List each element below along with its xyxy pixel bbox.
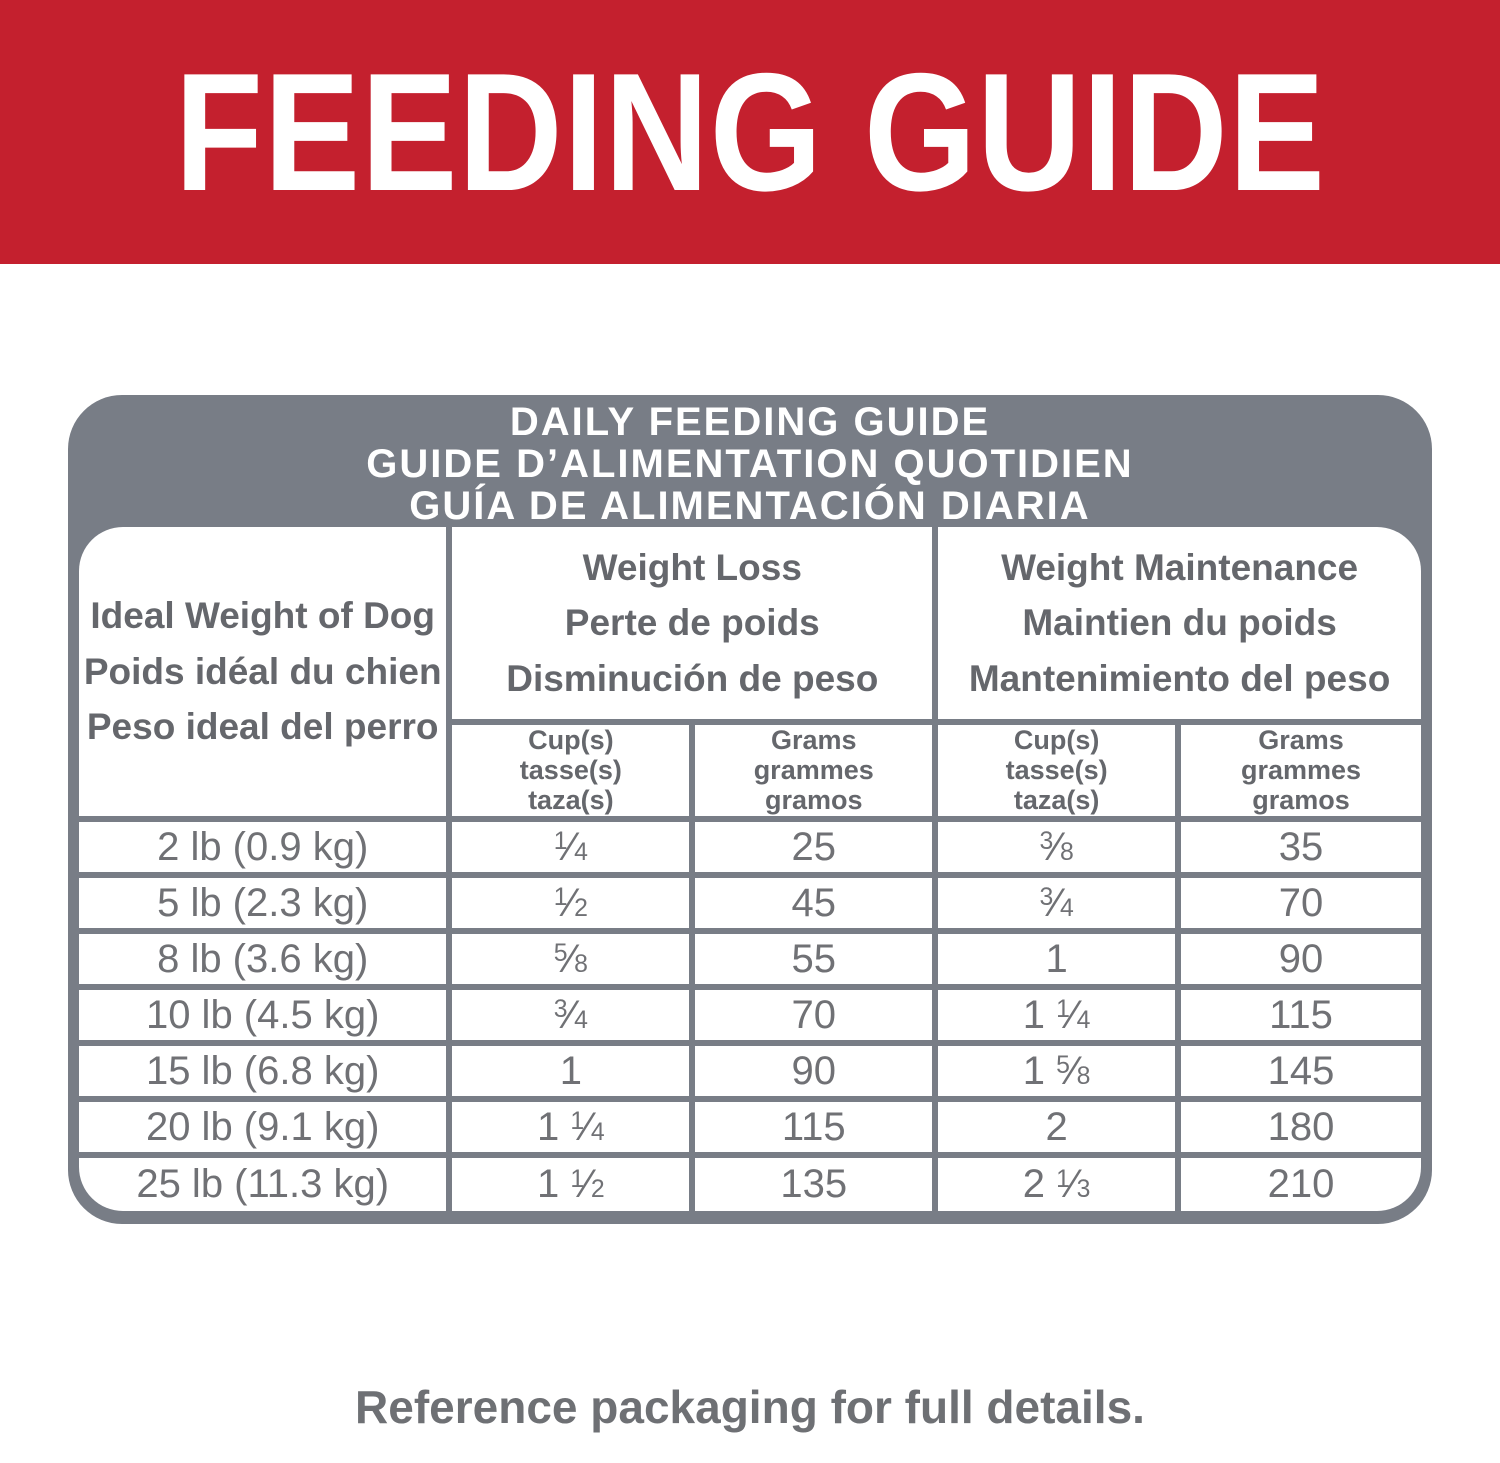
maintenance-cups-cell: 2 bbox=[932, 1095, 1182, 1158]
footer: Reference packaging for full details. bbox=[0, 1380, 1500, 1434]
card-header-band: DAILY FEEDING GUIDE GUIDE D’ALIMENTATION… bbox=[79, 395, 1421, 527]
maintenance-grams-cell: 90 bbox=[1175, 927, 1421, 990]
table-row: 20 lb (9.1 kg) 1 1⁄4 115 2 180 bbox=[79, 1095, 1421, 1158]
maintenance-grams-subheader: Grams grammes gramos bbox=[1175, 719, 1421, 822]
maintenance-cups-cell: 3⁄4 bbox=[932, 871, 1182, 934]
ideal-weight-header-fr: Poids idéal du chien bbox=[83, 650, 442, 692]
weight-loss-header-fr: Perte de poids bbox=[564, 602, 820, 644]
maintenance-grams-cell: 115 bbox=[1175, 983, 1421, 1046]
loss-cups-subheader: Cup(s) tasse(s) taza(s) bbox=[446, 719, 696, 822]
dog-weight-cell: 2 lb (0.9 kg) bbox=[79, 815, 453, 878]
grams-label-en: Grams bbox=[770, 725, 857, 755]
weight-maintenance-header-es: Mantenimiento del peso bbox=[968, 657, 1391, 699]
grams-label-es: gramos bbox=[1252, 785, 1350, 816]
maintenance-grams-cell: 70 bbox=[1175, 871, 1421, 934]
grams-label-en: Grams bbox=[1258, 725, 1344, 755]
grams-label-fr: grammes bbox=[753, 755, 874, 786]
grams-label-fr: grammes bbox=[1240, 755, 1362, 786]
band-title-en: DAILY FEEDING GUIDE bbox=[509, 400, 991, 444]
maintenance-cups-subheader: Cup(s) tasse(s) taza(s) bbox=[932, 719, 1182, 822]
cups-label-fr: tasse(s) bbox=[519, 755, 622, 786]
banner-title: FEEDING GUIDE bbox=[174, 38, 1326, 226]
loss-cups-cell: 5⁄8 bbox=[446, 927, 696, 990]
table-row: 2 lb (0.9 kg) 1⁄4 25 3⁄8 35 bbox=[79, 815, 1421, 878]
band-title-es: GUÍA DE ALIMENTACIÓN DIARIA bbox=[409, 484, 1091, 528]
maintenance-grams-cell: 145 bbox=[1175, 1039, 1421, 1102]
loss-grams-cell: 115 bbox=[689, 1095, 939, 1158]
weight-loss-header: Weight Loss Perte de poids Disminución d… bbox=[446, 527, 939, 725]
dog-weight-cell: 25 lb (11.3 kg) bbox=[79, 1151, 453, 1211]
band-title-fr: GUIDE D’ALIMENTATION QUOTIDIEN bbox=[366, 442, 1134, 486]
maintenance-grams-cell: 180 bbox=[1175, 1095, 1421, 1158]
cups-label-es: taza(s) bbox=[1013, 785, 1100, 816]
maintenance-cups-cell: 3⁄8 bbox=[932, 815, 1182, 878]
ideal-weight-header-es: Peso ideal del perro bbox=[86, 706, 439, 748]
loss-grams-cell: 55 bbox=[689, 927, 939, 990]
maintenance-cups-cell: 1 bbox=[932, 927, 1182, 990]
sub-header-row: Cup(s) tasse(s) taza(s) Grams grammes gr… bbox=[79, 719, 1421, 822]
cups-label-en: Cup(s) bbox=[528, 725, 614, 755]
loss-cups-cell: 1⁄4 bbox=[446, 815, 696, 878]
ideal-weight-header-en: Ideal Weight of Dog bbox=[90, 595, 436, 637]
loss-grams-cell: 45 bbox=[689, 871, 939, 934]
feeding-table-body: Ideal Weight of Dog Poids idéal du chien… bbox=[79, 527, 1421, 1211]
table-row: 8 lb (3.6 kg) 5⁄8 55 1 90 bbox=[79, 927, 1421, 990]
table-row: 15 lb (6.8 kg) 1 90 1 5⁄8 145 bbox=[79, 1039, 1421, 1102]
feeding-table: Ideal Weight of Dog Poids idéal du chien… bbox=[79, 527, 1421, 1211]
weight-loss-header-en: Weight Loss bbox=[582, 546, 802, 588]
loss-cups-cell: 1 1⁄4 bbox=[446, 1095, 696, 1158]
group-header-row: Ideal Weight of Dog Poids idéal du chien… bbox=[79, 527, 1421, 822]
dog-weight-cell: 10 lb (4.5 kg) bbox=[79, 983, 453, 1046]
feeding-guide-banner: FEEDING GUIDE bbox=[0, 0, 1500, 264]
table-row: 10 lb (4.5 kg) 3⁄4 70 1 1⁄4 115 bbox=[79, 983, 1421, 1046]
ideal-weight-header: Ideal Weight of Dog Poids idéal du chien… bbox=[79, 527, 453, 822]
loss-cups-cell: 3⁄4 bbox=[446, 983, 696, 1046]
loss-grams-subheader: Grams grammes gramos bbox=[689, 719, 939, 822]
weight-loss-header-es: Disminución de peso bbox=[506, 657, 879, 699]
table-row: 25 lb (11.3 kg) 1 1⁄2 135 2 1⁄3 210 bbox=[79, 1151, 1421, 1211]
maintenance-grams-cell: 210 bbox=[1175, 1151, 1421, 1211]
loss-grams-cell: 90 bbox=[689, 1039, 939, 1102]
maintenance-grams-cell: 35 bbox=[1175, 815, 1421, 878]
loss-cups-cell: 1 bbox=[446, 1039, 696, 1102]
weight-maintenance-header-fr: Maintien du poids bbox=[1022, 602, 1337, 644]
footer-note: Reference packaging for full details. bbox=[355, 1380, 1145, 1433]
maintenance-cups-cell: 1 5⁄8 bbox=[932, 1039, 1182, 1102]
loss-grams-cell: 70 bbox=[689, 983, 939, 1046]
grams-label-es: gramos bbox=[764, 785, 863, 816]
daily-feeding-guide-card: DAILY FEEDING GUIDE GUIDE D’ALIMENTATION… bbox=[68, 395, 1432, 1224]
weight-maintenance-header: Weight Maintenance Maintien du poids Man… bbox=[932, 527, 1421, 725]
dog-weight-cell: 15 lb (6.8 kg) bbox=[79, 1039, 453, 1102]
cups-label-fr: tasse(s) bbox=[1005, 755, 1108, 786]
weight-maintenance-header-en: Weight Maintenance bbox=[1001, 546, 1359, 588]
dog-weight-cell: 8 lb (3.6 kg) bbox=[79, 927, 453, 990]
dog-weight-cell: 5 lb (2.3 kg) bbox=[79, 871, 453, 934]
loss-cups-cell: 1⁄2 bbox=[446, 871, 696, 934]
loss-cups-cell: 1 1⁄2 bbox=[446, 1151, 696, 1211]
cups-label-en: Cup(s) bbox=[1013, 725, 1100, 755]
cups-label-es: taza(s) bbox=[528, 785, 614, 816]
table-row: 5 lb (2.3 kg) 1⁄2 45 3⁄4 70 bbox=[79, 871, 1421, 934]
maintenance-cups-cell: 1 1⁄4 bbox=[932, 983, 1182, 1046]
loss-grams-cell: 135 bbox=[689, 1151, 939, 1211]
maintenance-cups-cell: 2 1⁄3 bbox=[932, 1151, 1182, 1211]
loss-grams-cell: 25 bbox=[689, 815, 939, 878]
dog-weight-cell: 20 lb (9.1 kg) bbox=[79, 1095, 453, 1158]
